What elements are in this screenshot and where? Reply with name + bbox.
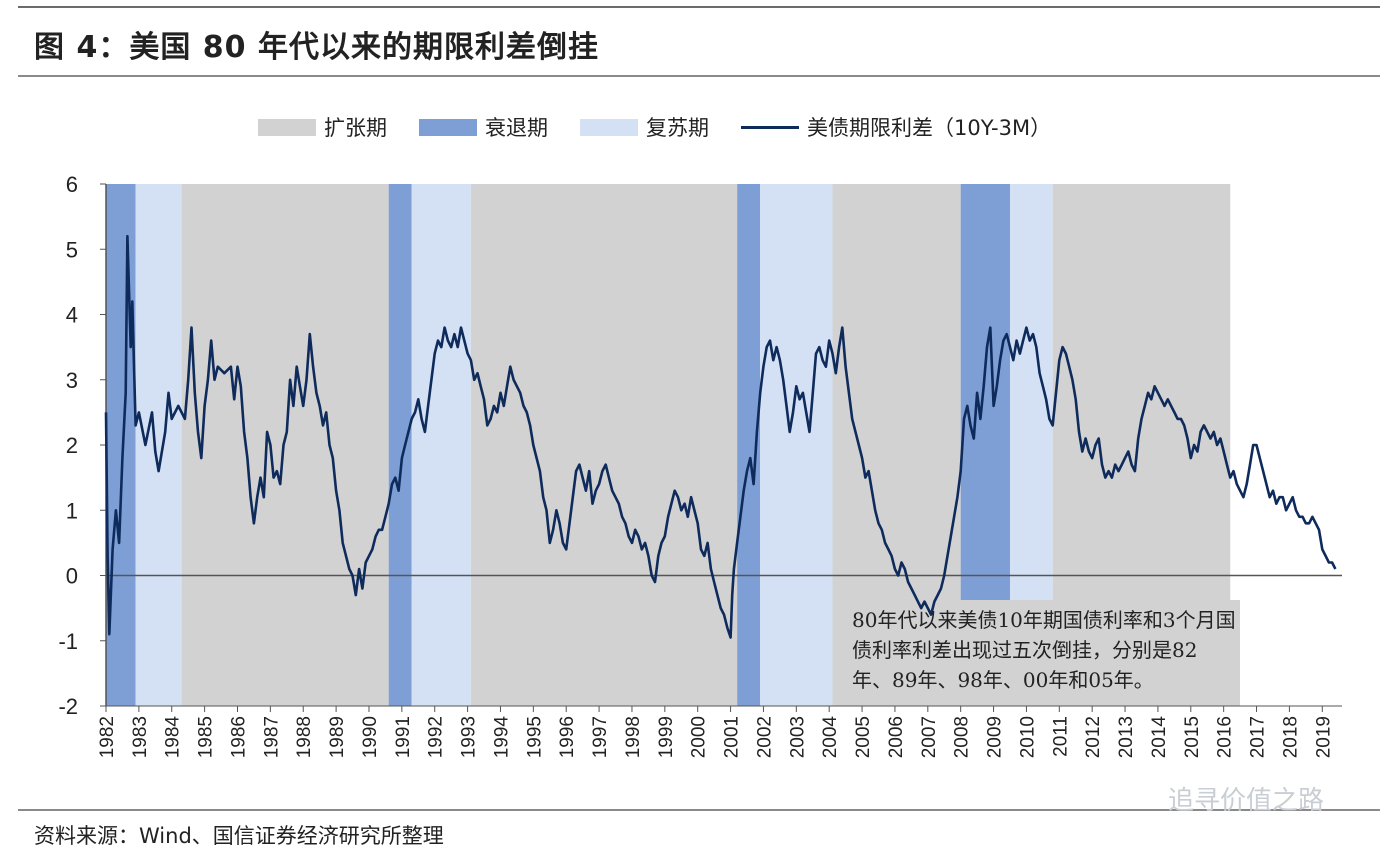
x-tick-label: 1987 <box>261 716 282 758</box>
legend-label-expansion: 扩张期 <box>324 116 387 140</box>
axes: -2 -1 0 1 2 3 4 5 6 1982 1983 1984 1985 1986 1987 1988 1… <box>58 172 1342 758</box>
legend-swatch-recession <box>419 118 477 136</box>
legend-swatch-recovery <box>580 118 638 136</box>
x-tick-label: 2014 <box>1149 716 1170 759</box>
legend-label-recession: 衰退期 <box>485 116 548 140</box>
x-tick-label: 1988 <box>294 716 315 758</box>
y-tick-label: 3 <box>66 368 78 393</box>
y-tick-label: 0 <box>66 564 78 589</box>
chart-legend: 扩张期 衰退期 复苏期 美债期限利差（10Y-3M） <box>258 112 1083 142</box>
legend-item-spread: 美债期限利差（10Y-3M） <box>741 112 1051 142</box>
x-tick-label: 1989 <box>327 716 348 758</box>
title-rule <box>18 75 1380 77</box>
x-tick-label: 2002 <box>754 716 775 758</box>
source-note: 资料来源：Wind、国信证券经济研究所整理 <box>34 824 444 848</box>
x-tick-label: 1986 <box>228 716 249 758</box>
y-tick-label: 1 <box>66 498 78 523</box>
x-tick-label: 1990 <box>360 716 381 758</box>
x-tick-label: 1994 <box>491 716 512 759</box>
spread-line <box>104 234 1337 639</box>
annotation-background <box>842 600 1240 706</box>
x-tick-label: 1985 <box>196 716 217 758</box>
x-tick-label: 1998 <box>623 716 644 758</box>
legend-item-recession: 衰退期 <box>419 112 548 142</box>
y-tick-label: 2 <box>66 433 78 458</box>
x-tick-label: 2013 <box>1116 716 1137 758</box>
phase-band-expansion-2 <box>181 184 389 706</box>
phase-band-recovery-4 <box>411 184 471 706</box>
annotation-line: 80年代以来美债10年期国债利率和3个月国 <box>852 608 1236 632</box>
y-tick-label: 5 <box>66 237 78 262</box>
x-tick-label: 1995 <box>524 716 545 758</box>
y-tick-label: 6 <box>66 172 78 197</box>
annotation-line: 债利率利差出现过五次倒挂，分别是82 <box>852 638 1197 662</box>
x-tick-label: 2008 <box>952 716 973 758</box>
x-tick-label: 1999 <box>656 716 677 758</box>
legend-label-recovery: 复苏期 <box>646 116 709 140</box>
watermark-text: 追寻价值之路 <box>1168 786 1325 816</box>
x-tick-label: 2005 <box>853 716 874 758</box>
legend-item-expansion: 扩张期 <box>258 112 387 142</box>
source-rule <box>18 809 1380 811</box>
x-tick-label: 2000 <box>689 716 710 758</box>
figure-title: 图 4：美国 80 年代以来的期限利差倒挂 <box>34 30 599 65</box>
phase-band-recovery-1 <box>135 184 182 706</box>
x-tick-label: 2007 <box>919 716 940 758</box>
phase-band-recession-3 <box>388 184 412 706</box>
x-tick-label: 2009 <box>985 716 1006 758</box>
phase-band-recovery-7 <box>760 184 833 706</box>
x-tick-label: 1982 <box>97 716 118 758</box>
x-tick-label: 2017 <box>1248 716 1269 758</box>
y-tick-label: -1 <box>58 629 78 654</box>
legend-label-spread: 美债期限利差（10Y-3M） <box>807 116 1052 140</box>
x-tick-label: 1993 <box>459 716 480 758</box>
x-tick-label: 2006 <box>886 716 907 758</box>
top-rule <box>18 6 1380 8</box>
x-tick-label: 2001 <box>722 716 743 758</box>
x-tick-label: 2003 <box>787 716 808 758</box>
phase-band-expansion-5 <box>470 184 738 706</box>
x-tick-label: 1984 <box>163 716 184 759</box>
x-tick-label: 2015 <box>1182 716 1203 758</box>
x-tick-label: 2010 <box>1017 716 1038 758</box>
x-tick-label: 2011 <box>1050 716 1071 757</box>
x-tick-label: 1992 <box>426 716 447 758</box>
x-tick-label: 2018 <box>1280 716 1301 758</box>
x-tick-label: 1991 <box>393 716 414 758</box>
x-tick-label: 2004 <box>820 716 841 759</box>
x-tick-label: 2012 <box>1083 716 1104 758</box>
x-tick-label: 1983 <box>130 716 151 758</box>
legend-item-recovery: 复苏期 <box>580 112 709 142</box>
legend-line-spread <box>741 125 799 129</box>
x-tick-label: 1996 <box>557 716 578 758</box>
annotation-box <box>842 600 1240 706</box>
y-tick-label: -2 <box>58 694 78 719</box>
annotation-line: 年、89年、98年、00年和05年。 <box>852 668 1154 692</box>
legend-swatch-expansion <box>258 118 316 136</box>
x-tick-label: 2016 <box>1215 716 1236 758</box>
spread-line-layer <box>104 234 1337 639</box>
x-tick-label: 2019 <box>1313 716 1334 758</box>
x-tick-label: 1997 <box>590 716 611 758</box>
y-tick-label: 4 <box>66 303 78 328</box>
